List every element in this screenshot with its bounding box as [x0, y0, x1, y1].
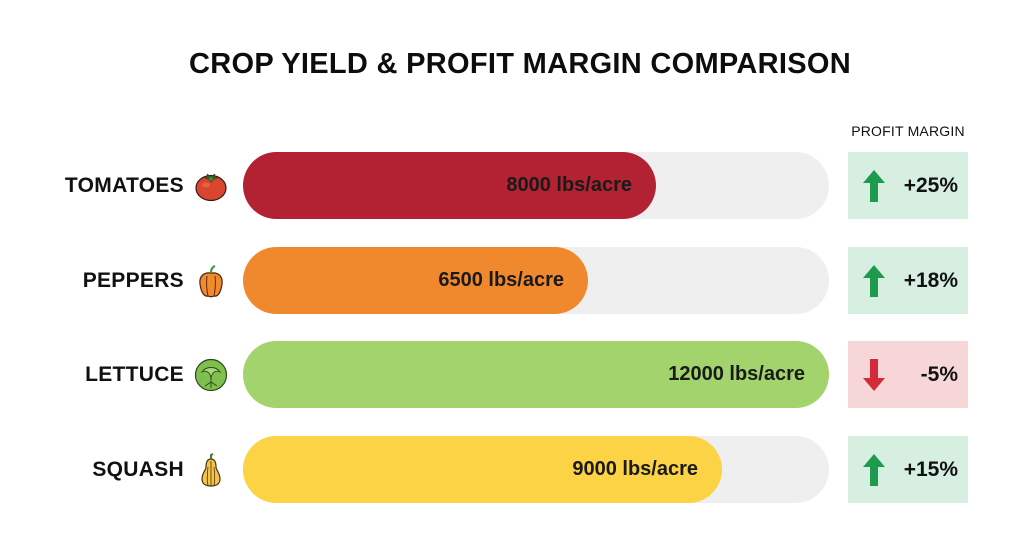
arrow-up-icon — [863, 265, 885, 297]
profit-margin-value: +25% — [903, 174, 958, 197]
crop-row-squash: SQUASH 9000 lbs/acre +15% — [0, 436, 1024, 503]
profit-margin-badge: +18% — [848, 247, 968, 314]
crop-label: TOMATOES — [64, 174, 184, 197]
yield-value: 6500 lbs/acre — [438, 269, 564, 291]
tomato-icon — [195, 173, 227, 202]
lettuce-icon — [194, 358, 228, 392]
yield-bar-track: 8000 lbs/acre — [243, 152, 829, 219]
yield-value: 8000 lbs/acre — [506, 174, 632, 196]
profit-margin-value: +15% — [903, 458, 958, 481]
arrow-up-icon — [863, 454, 885, 486]
crop-label: PEPPERS — [82, 269, 184, 292]
crop-row-tomatoes: TOMATOES 8000 lbs/acre +25% — [0, 152, 1024, 219]
yield-bar: 9000 lbs/acre — [243, 436, 722, 503]
crop-row-lettuce: LETTUCE 12000 lbs/acre -5% — [0, 341, 1024, 408]
profit-margin-value: -5% — [920, 363, 958, 386]
yield-value: 12000 lbs/acre — [668, 363, 805, 385]
squash-icon — [201, 453, 221, 487]
profit-margin-header: PROFIT MARGIN — [851, 123, 965, 139]
profit-margin-value: +18% — [903, 269, 958, 292]
profit-margin-badge: +15% — [848, 436, 968, 503]
chart-title: CROP YIELD & PROFIT MARGIN COMPARISON — [188, 48, 852, 80]
profit-margin-badge: -5% — [848, 341, 968, 408]
arrow-up-icon — [863, 170, 885, 202]
yield-bar: 8000 lbs/acre — [243, 152, 656, 219]
arrow-down-icon — [863, 359, 885, 391]
profit-margin-badge: +25% — [848, 152, 968, 219]
crop-label: LETTUCE — [85, 363, 184, 386]
bell-pepper-icon — [199, 264, 223, 298]
yield-bar-track: 12000 lbs/acre — [243, 341, 829, 408]
yield-bar: 12000 lbs/acre — [243, 341, 829, 408]
crop-row-peppers: PEPPERS 6500 lbs/acre +18% — [0, 247, 1024, 314]
yield-value: 9000 lbs/acre — [572, 458, 698, 480]
crop-label: SQUASH — [92, 458, 184, 481]
yield-bar-track: 6500 lbs/acre — [243, 247, 829, 314]
yield-bar: 6500 lbs/acre — [243, 247, 588, 314]
yield-bar-track: 9000 lbs/acre — [243, 436, 829, 503]
